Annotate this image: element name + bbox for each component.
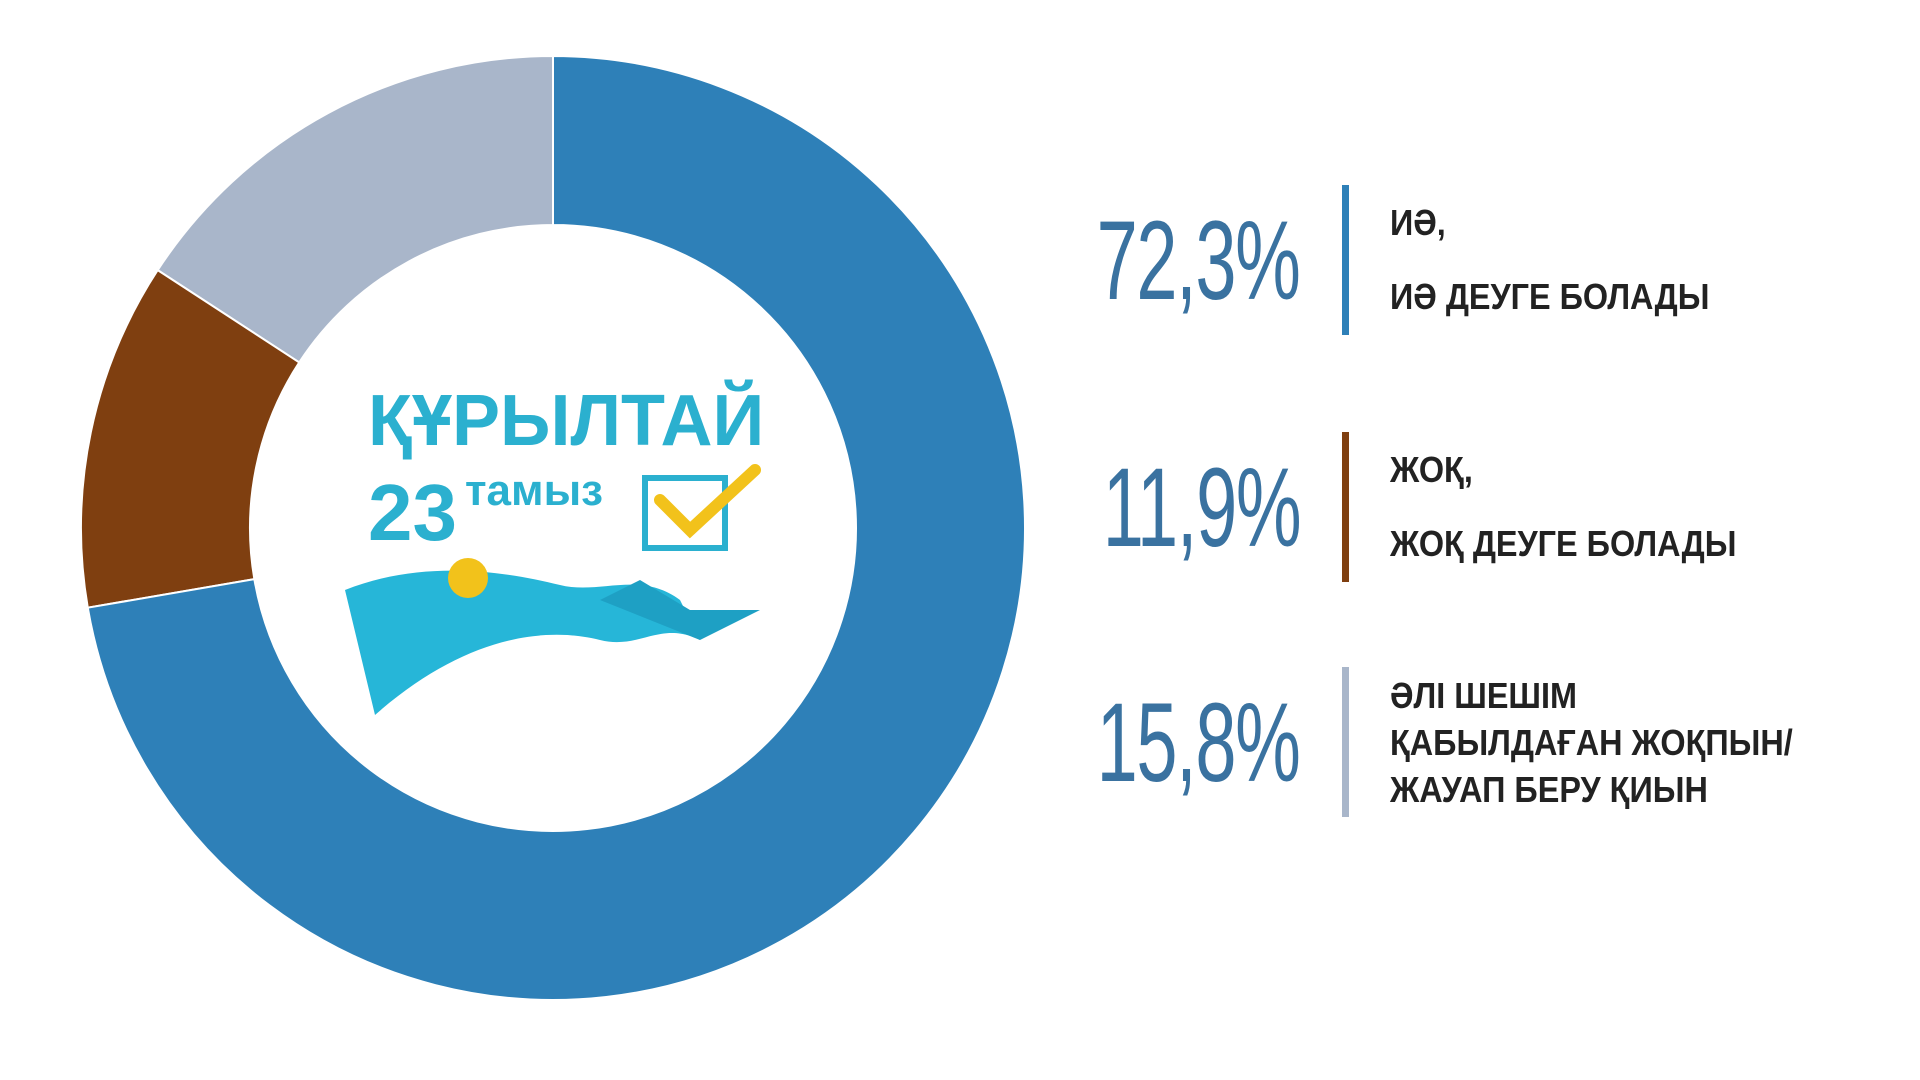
donut-segment xyxy=(156,54,554,364)
logo: ҚҰРЫЛТАЙ 23 тамыз xyxy=(345,379,764,715)
legend-label: ЖОҚ, ЖОҚ ДЕУГЕ БОЛАДЫ xyxy=(1390,449,1737,564)
donut-hole xyxy=(251,226,855,830)
logo-checkbox xyxy=(642,475,728,551)
legend-label: ӘЛІ ШЕШІМ ҚАБЫЛДАҒАН ЖОҚПЫН/ ЖАУАП БЕРУ … xyxy=(1390,674,1793,810)
legend-label: ИӘ, ИӘ ДЕУГЕ БОЛАДЫ xyxy=(1390,202,1710,317)
value-label: 11,9% xyxy=(1102,445,1301,570)
donut-segment xyxy=(86,54,1026,1001)
logo-check xyxy=(654,464,761,539)
donut-segment xyxy=(80,268,301,609)
value-label: 72,3% xyxy=(1096,198,1301,323)
legend-swatch xyxy=(1342,432,1349,582)
logo-day: 23 xyxy=(368,468,457,557)
logo-title: ҚҰРЫЛТАЙ xyxy=(368,379,764,461)
logo-ribbon xyxy=(345,570,700,715)
legend-swatch xyxy=(1342,185,1349,335)
logo-sun xyxy=(448,558,488,598)
value-label: 15,8% xyxy=(1096,680,1301,805)
logo-ribbon-tail xyxy=(600,580,760,640)
legend-swatch xyxy=(1342,667,1349,817)
logo-month: тамыз xyxy=(465,466,603,515)
